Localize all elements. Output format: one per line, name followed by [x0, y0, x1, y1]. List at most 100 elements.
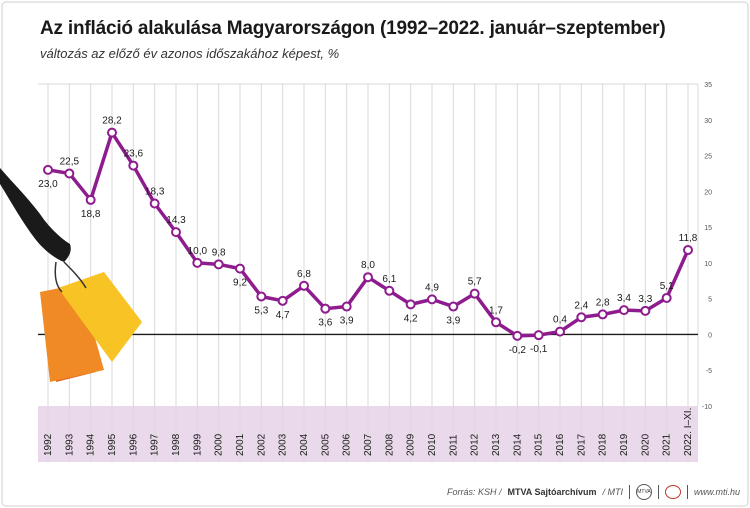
data-point [576, 312, 587, 323]
hand-with-shopping-bags-icon [0, 168, 71, 262]
data-point [427, 294, 437, 305]
footer-divider [628, 485, 630, 499]
data-point [43, 164, 53, 175]
data-point [491, 317, 501, 328]
y-tick-label: 10 [704, 261, 712, 268]
data-label: 3,3 [638, 294, 652, 305]
y-tick-label: 25 [704, 154, 712, 161]
data-label: 23,0 [38, 179, 58, 190]
data-label: 6,8 [297, 269, 311, 280]
data-point [533, 330, 544, 341]
source-prefix: Forrás: KSH / [446, 487, 502, 497]
data-label: 2,8 [596, 297, 610, 308]
data-label: 28,2 [102, 116, 122, 127]
y-tick-label: -5 [706, 368, 712, 375]
x-tick-label: 2012 [470, 433, 481, 456]
data-point [469, 288, 480, 299]
data-label: 2,4 [574, 300, 588, 311]
x-tick-label: 1998 [171, 433, 182, 456]
data-point [619, 305, 629, 316]
bag-handle [63, 261, 87, 289]
data-point [640, 305, 651, 316]
data-label: 1,7 [489, 305, 503, 316]
footer-divider [657, 485, 659, 499]
bag-handle [54, 261, 63, 293]
x-tick-label: 2011 [448, 434, 459, 456]
x-tick-label: 2013 [491, 433, 502, 456]
x-tick-label: 2020 [640, 433, 651, 456]
x-tick-label: 2019 [619, 433, 630, 456]
data-label: 3,4 [617, 293, 631, 304]
data-point [213, 259, 224, 270]
data-label: 3,9 [340, 316, 354, 327]
data-point [85, 194, 96, 205]
data-point [235, 263, 245, 274]
mti-logo-icon [664, 485, 681, 499]
x-tick-label: 1995 [107, 433, 118, 456]
data-label: 8,0 [361, 260, 375, 271]
data-label: 4,9 [425, 282, 439, 293]
y-tick-label: 30 [704, 118, 712, 125]
data-label: 4,7 [276, 310, 290, 321]
x-tick-label: 1992 [43, 433, 54, 456]
data-point [277, 295, 288, 306]
y-tick-label: 15 [704, 225, 712, 232]
y-tick-label: 0 [708, 332, 712, 339]
x-tick-label: 2006 [342, 433, 353, 456]
data-label: 3,9 [446, 316, 460, 327]
data-label: -0,1 [530, 344, 548, 355]
x-tick-label: 2018 [598, 433, 609, 456]
x-tick-label: 2001 [235, 433, 246, 456]
data-label: 4,2 [404, 313, 418, 324]
mtva-logo-icon: MTVA [635, 484, 652, 500]
data-label: 5,7 [468, 277, 482, 288]
data-label: 9,8 [212, 247, 226, 258]
x-tick-label: 2004 [299, 433, 310, 456]
data-point [107, 127, 117, 138]
data-point [299, 280, 309, 291]
data-point [384, 285, 395, 296]
data-label: 5,1 [660, 281, 674, 292]
data-label: 18,8 [81, 209, 101, 220]
chart-subtitle: változás az előző év azonos időszakához … [40, 46, 340, 61]
data-point [171, 227, 181, 238]
data-label: 6,1 [382, 274, 396, 285]
data-label: 10,0 [188, 246, 208, 257]
data-label: 3,6 [318, 318, 332, 329]
data-label: 18,3 [145, 186, 165, 197]
x-tick-label: 2002 [256, 433, 267, 456]
data-label: 23,6 [124, 149, 144, 160]
data-label: -0,2 [509, 345, 527, 356]
data-label: 11,8 [679, 233, 698, 244]
x-tick-label: 1997 [150, 433, 161, 456]
data-point [256, 291, 267, 302]
y-tick-label: 5 [708, 297, 712, 304]
x-tick-label: 2016 [555, 433, 566, 456]
x-tick-label: 1993 [64, 433, 75, 456]
x-tick-label: 2005 [320, 433, 331, 456]
x-tick-label: 1996 [128, 433, 139, 456]
footer-divider [686, 485, 688, 499]
x-tick-label: 2003 [278, 433, 289, 456]
website-link[interactable]: www.mti.hu [693, 487, 740, 497]
data-label: 22,5 [60, 156, 80, 167]
x-tick-label: 2007 [363, 433, 374, 456]
x-tick-label: 2000 [214, 433, 225, 456]
data-label: 0,4 [553, 315, 567, 326]
source-org: MTVA Sajtóarchívum [507, 487, 597, 497]
data-point [597, 309, 608, 320]
x-tick-label: 2017 [576, 433, 587, 456]
x-tick-label: 1994 [86, 433, 97, 456]
data-label: 14,3 [166, 215, 186, 226]
source-suffix: / MTI [602, 487, 623, 497]
x-tick-label: 2009 [406, 433, 417, 456]
chart-title: Az infláció alakulása Magyarországon (19… [40, 18, 666, 39]
y-tick-label: 20 [704, 189, 712, 196]
x-tick-label: 2010 [427, 433, 438, 456]
shopping-bag-yellow [58, 272, 142, 362]
x-tick-label: 1999 [192, 433, 203, 456]
x-tick-label: 2008 [384, 433, 395, 456]
